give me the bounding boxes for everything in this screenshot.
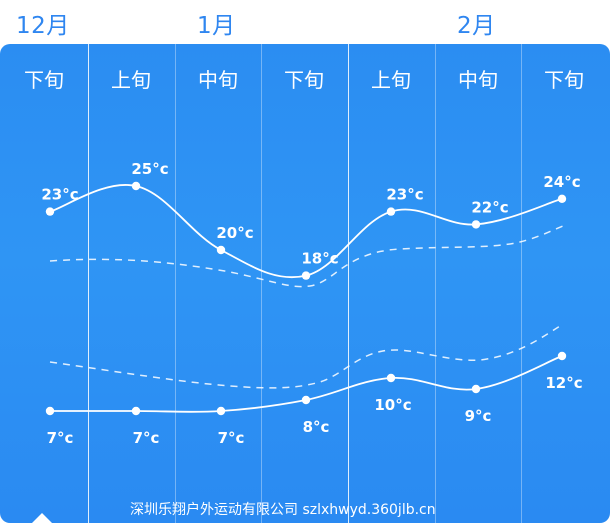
- high-temp-label: 23°c: [386, 186, 423, 204]
- month-divider: [88, 44, 89, 523]
- month-label-dec: 12月: [16, 13, 70, 39]
- temperature-chart: 23°c 25°c 20°c 18°c 23°c 22°c 24°c 7°c 7°c 7°c 8°c…: [41, 160, 582, 447]
- low-temp-label: 12°c: [545, 374, 582, 392]
- chart-panel: 下旬 上旬 中旬 下旬 上旬 中旬 下旬 23°c 25°c 20°c 18°c 23°…: [0, 44, 610, 523]
- high-temp-point: [557, 194, 567, 203]
- dashed-guide-high: [49, 225, 564, 288]
- low-temp-point: [45, 406, 55, 416]
- high-temp-point: [471, 220, 481, 229]
- low-temp-point: [216, 406, 226, 416]
- period-label-4: 上旬: [371, 68, 411, 92]
- high-temp-label: 25°c: [131, 160, 168, 178]
- low-temp-point: [471, 384, 481, 394]
- high-temp-point: [131, 181, 141, 191]
- period-divider: [521, 44, 522, 523]
- pointer-notch: [32, 513, 52, 523]
- high-temp-label: 23°c: [41, 186, 78, 204]
- period-label-2: 中旬: [198, 68, 238, 92]
- low-temp-label: 8°c: [303, 418, 330, 436]
- low-temp-label: 7°c: [47, 429, 74, 447]
- high-temp-label: 22°c: [471, 198, 508, 216]
- high-temp-label: 24°c: [543, 173, 580, 191]
- period-label-3: 下旬: [284, 68, 324, 92]
- low-temp-label: 7°c: [133, 429, 160, 447]
- low-temp-label: 10°c: [374, 396, 411, 414]
- high-temp-label: 18°c: [301, 250, 338, 268]
- dashed-guide-low: [49, 323, 564, 389]
- low-temp-point: [557, 351, 567, 361]
- high-temp-point: [45, 207, 55, 216]
- period-divider: [435, 44, 436, 523]
- month-divider: [348, 44, 349, 523]
- period-divider: [261, 44, 262, 523]
- high-temp-point: [301, 271, 311, 280]
- period-label-5: 中旬: [458, 68, 498, 92]
- period-divider: [175, 44, 176, 523]
- low-temp-label: 9°c: [465, 407, 492, 425]
- period-label-1: 上旬: [111, 68, 151, 92]
- period-label-0: 下旬: [24, 68, 64, 92]
- month-label-jan: 1月: [197, 13, 236, 39]
- low-temp-point: [131, 406, 141, 416]
- footer-watermark: 深圳乐翔户外运动有限公司 szlxhwyd.360jlb.cn: [130, 502, 436, 518]
- month-label-feb: 2月: [457, 13, 496, 39]
- period-label-6: 下旬: [544, 68, 584, 92]
- low-temp-label: 7°c: [218, 429, 245, 447]
- chart-marks: 23°c 25°c 20°c 18°c 23°c 22°c 24°c 7°c 7°c 7°c 8°c…: [41, 160, 582, 447]
- high-temp-label: 20°c: [216, 224, 253, 242]
- low-temp-point: [386, 373, 396, 383]
- high-temp-point: [386, 207, 396, 216]
- low-temp-point: [301, 395, 311, 405]
- high-temp-point: [216, 245, 226, 255]
